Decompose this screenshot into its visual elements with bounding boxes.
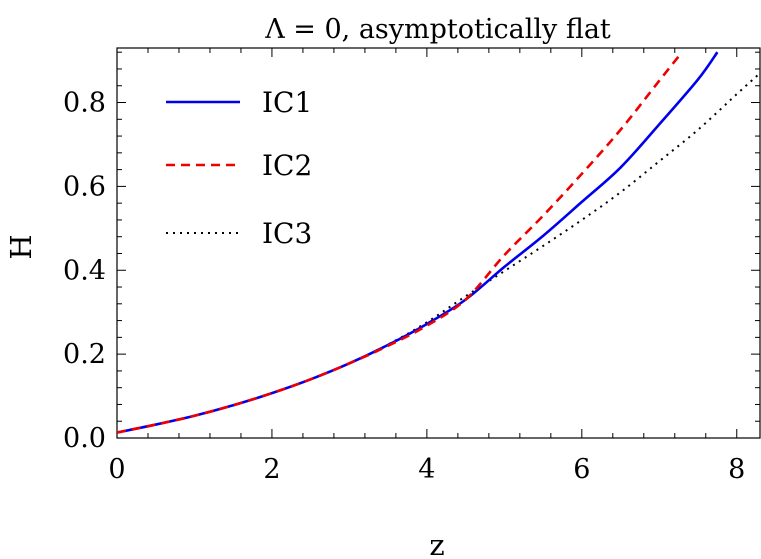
series-group bbox=[117, 51, 760, 434]
x-axis-label: z bbox=[429, 528, 444, 559]
legend-label-ic2: IC2 bbox=[262, 149, 312, 182]
y-axis-label: H bbox=[4, 234, 38, 259]
y-tick-label: 0.2 bbox=[63, 339, 106, 370]
series-line-ic3 bbox=[117, 72, 760, 434]
y-tick-label: 0.6 bbox=[63, 171, 106, 202]
y-tick-label: 0.0 bbox=[63, 423, 106, 454]
series-line-ic2 bbox=[117, 55, 680, 434]
tick-labels: 0 2 4 6 8 0.0 0.2 0.4 0.6 0.8 bbox=[63, 88, 745, 485]
y-tick-label: 0.4 bbox=[63, 255, 106, 286]
x-tick-label: 6 bbox=[573, 454, 590, 485]
legend-label-ic3: IC3 bbox=[262, 217, 312, 250]
legend: IC1 IC2 IC3 bbox=[166, 86, 312, 250]
legend-label-ic1: IC1 bbox=[262, 86, 312, 119]
plot-frame bbox=[116, 47, 761, 439]
x-tick-label: 8 bbox=[728, 454, 745, 485]
x-tick-label: 0 bbox=[108, 454, 125, 485]
series-line-ic1 bbox=[117, 51, 719, 434]
x-tick-label: 4 bbox=[418, 454, 435, 485]
chart-title: Λ = 0, asymptotically flat bbox=[264, 14, 611, 45]
axis-ticks bbox=[116, 48, 760, 439]
y-tick-label: 0.8 bbox=[63, 88, 106, 119]
x-tick-label: 2 bbox=[263, 454, 280, 485]
